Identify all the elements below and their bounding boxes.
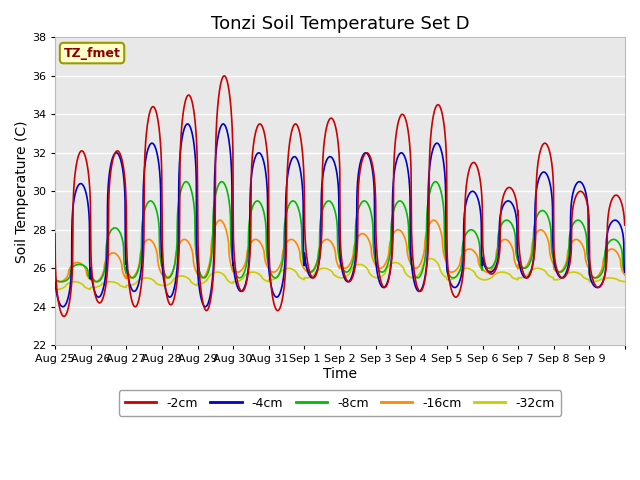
X-axis label: Time: Time <box>323 367 357 381</box>
Title: Tonzi Soil Temperature Set D: Tonzi Soil Temperature Set D <box>211 15 469 33</box>
Y-axis label: Soil Temperature (C): Soil Temperature (C) <box>15 120 29 263</box>
Legend: -2cm, -4cm, -8cm, -16cm, -32cm: -2cm, -4cm, -8cm, -16cm, -32cm <box>119 390 561 416</box>
Text: TZ_fmet: TZ_fmet <box>63 47 120 60</box>
